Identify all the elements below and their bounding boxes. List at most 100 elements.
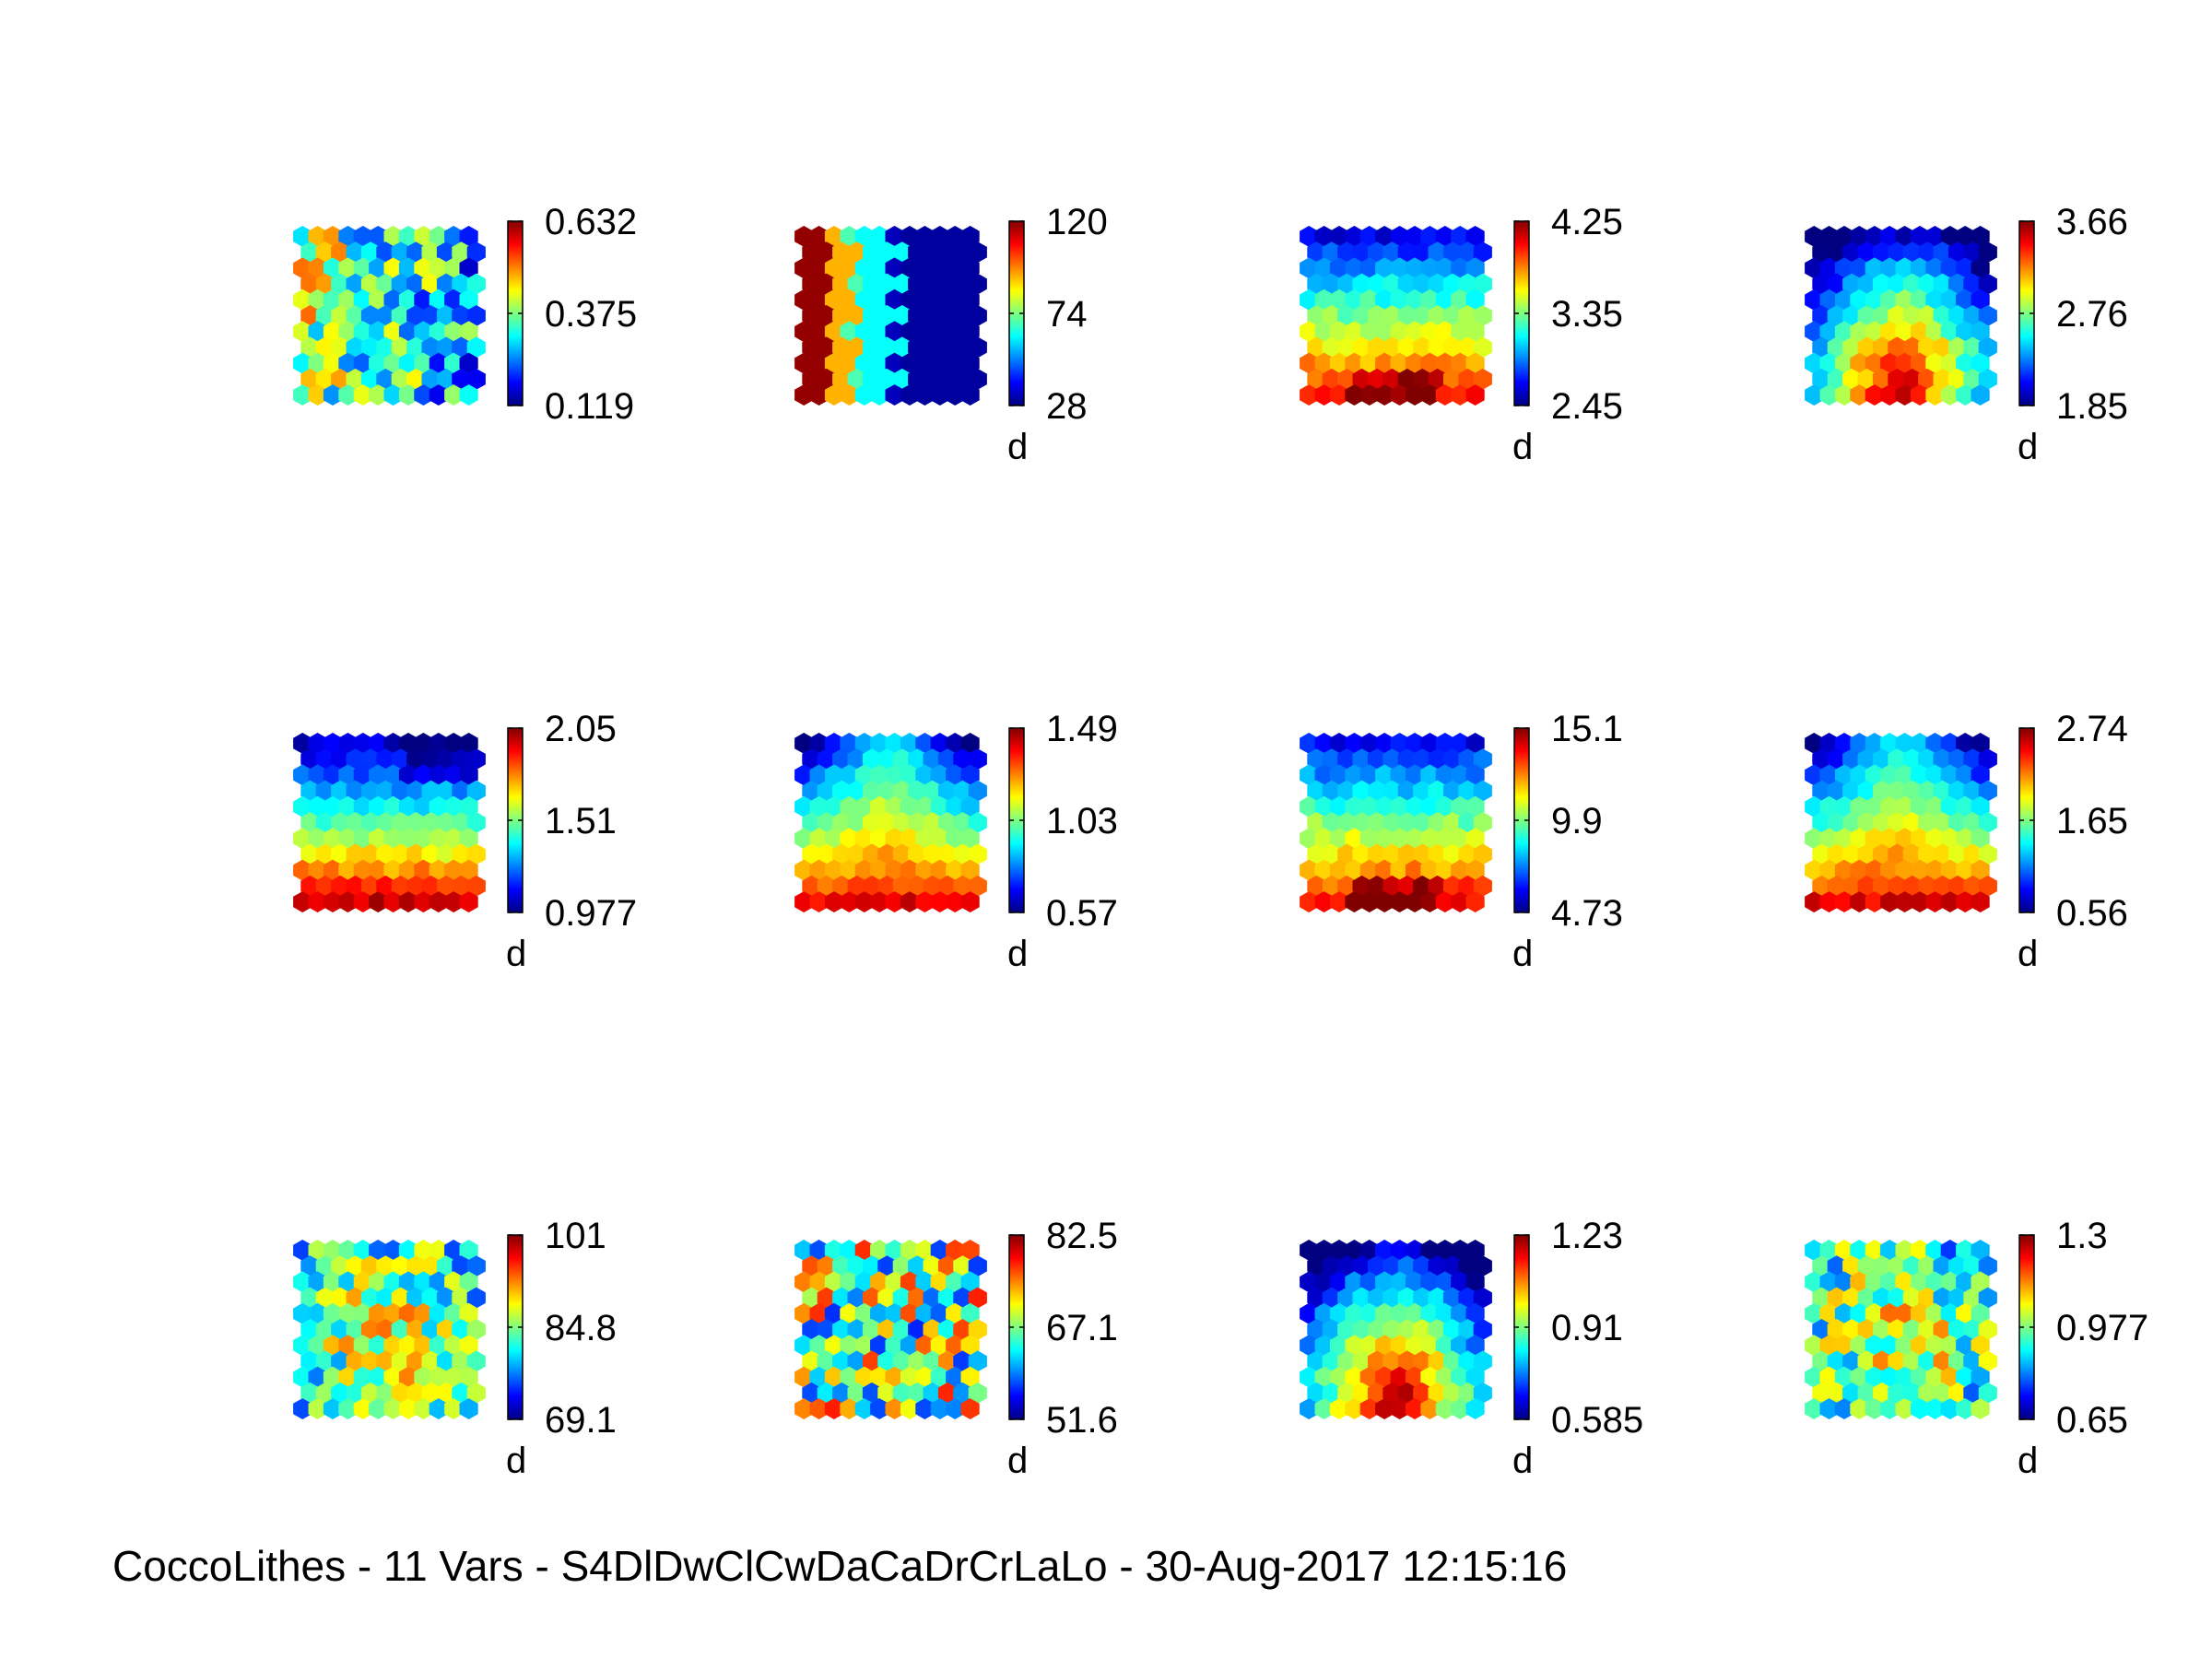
hex-cell: [892, 1287, 912, 1309]
hex-cell: [1375, 1398, 1394, 1419]
hex-cell: [346, 368, 365, 390]
hex-cell: [1827, 241, 1846, 264]
hex-cell: [1405, 1240, 1425, 1261]
hex-cell: [376, 875, 395, 897]
hex-cell: [824, 891, 844, 912]
hex-cell: [429, 891, 448, 912]
hex-cell: [847, 1255, 866, 1277]
hex-cell: [1322, 875, 1341, 897]
hex-cell: [908, 336, 927, 359]
hex-cell: [1910, 1302, 1930, 1324]
hex-cell: [346, 843, 365, 865]
hex-cell: [1918, 1287, 1937, 1309]
hex-cell: [1910, 384, 1930, 406]
hex-cell: [369, 321, 388, 343]
hex-cell: [1925, 384, 1945, 406]
hex-cell: [1933, 1255, 1952, 1277]
hex-cell: [406, 305, 426, 326]
hex-cell: [1451, 321, 1470, 343]
hex-cell: [1865, 1398, 1884, 1419]
hex-cell: [915, 321, 935, 343]
hex-cell: [809, 352, 829, 374]
hex-cell: [1819, 1398, 1839, 1419]
hex-cell: [1933, 875, 1952, 897]
hex-cell: [421, 1255, 441, 1277]
hex-cell: [1888, 1382, 1907, 1404]
hex-cell: [1850, 321, 1869, 343]
hex-cell: [1865, 891, 1884, 912]
hex-cell: [847, 780, 866, 802]
hex-cell: [1337, 1350, 1357, 1372]
hex-cell: [915, 828, 935, 850]
hex-cell: [1345, 1398, 1364, 1419]
hex-cell: [391, 305, 410, 326]
colorbar-tick-label: 0.57: [1046, 893, 1118, 934]
hex-cell: [1397, 780, 1417, 802]
hex-cell: [376, 748, 395, 771]
hex-cell: [923, 843, 942, 865]
hex-cell: [1819, 1302, 1839, 1324]
hex-cell: [1978, 336, 1997, 359]
hex-cell: [1963, 273, 1983, 295]
hex-cell: [1307, 748, 1326, 771]
hex-cell: [915, 1271, 935, 1293]
hex-cell: [300, 336, 320, 359]
hex-cell: [885, 1271, 904, 1293]
hex-cell: [452, 1287, 471, 1309]
hex-cell: [862, 1350, 882, 1372]
hex-cell: [1834, 891, 1854, 912]
hex-cell: [1865, 226, 1884, 247]
hex-cell: [1895, 1366, 1914, 1388]
hex-cell: [1842, 875, 1862, 897]
hex-cell: [854, 257, 874, 279]
hex-cell: [414, 733, 433, 754]
hex-cell: [1812, 843, 1831, 865]
hex-cell: [1956, 795, 1975, 818]
hex-cell: [436, 336, 456, 359]
hex-cell: [1872, 780, 1892, 802]
hex-cell: [444, 1240, 464, 1261]
hex-cell: [369, 1240, 388, 1261]
hex-cell: [930, 288, 949, 311]
hex-cell: [824, 352, 844, 374]
hex-cell: [1872, 305, 1892, 326]
hex-cell: [353, 828, 372, 850]
hex-cell: [840, 1335, 859, 1357]
hex-cell: [308, 257, 327, 279]
hex-cell: [414, 891, 433, 912]
hex-cell: [1872, 875, 1892, 897]
hex-cell: [1812, 1255, 1831, 1277]
hex-cell: [854, 384, 874, 406]
hex-cell: [391, 241, 410, 264]
hex-cell: [1413, 748, 1432, 771]
hex-cell: [1971, 764, 1990, 786]
hex-cell: [968, 875, 987, 897]
hex-cell: [824, 1398, 844, 1419]
hex-cell: [1902, 1382, 1922, 1404]
hex-cell: [1925, 828, 1945, 850]
hex-cell: [1337, 875, 1357, 897]
hex-cell: [1850, 828, 1869, 850]
hex-cell: [870, 321, 889, 343]
som-plane-8: 2.741.650.56d: [1805, 709, 2128, 974]
hex-cell: [391, 843, 410, 865]
hex-cell: [308, 891, 327, 912]
hex-cell: [1359, 828, 1379, 850]
hex-cell: [1367, 1319, 1387, 1340]
hex-cell: [414, 1271, 433, 1293]
hex-cell: [1827, 1287, 1846, 1309]
hex-cell: [383, 226, 403, 247]
hex-cell: [383, 288, 403, 311]
hex-cell: [1805, 226, 1824, 247]
hex-cell: [1337, 843, 1357, 865]
hex-cell: [1895, 226, 1914, 247]
hex-cell: [323, 828, 343, 850]
hex-cell: [331, 812, 350, 833]
hex-cell: [1888, 1255, 1907, 1277]
hex-cell: [369, 226, 388, 247]
hex-cell: [293, 795, 312, 818]
hex-cell: [323, 1271, 343, 1293]
hex-cell: [840, 352, 859, 374]
hex-cell: [1925, 764, 1945, 786]
